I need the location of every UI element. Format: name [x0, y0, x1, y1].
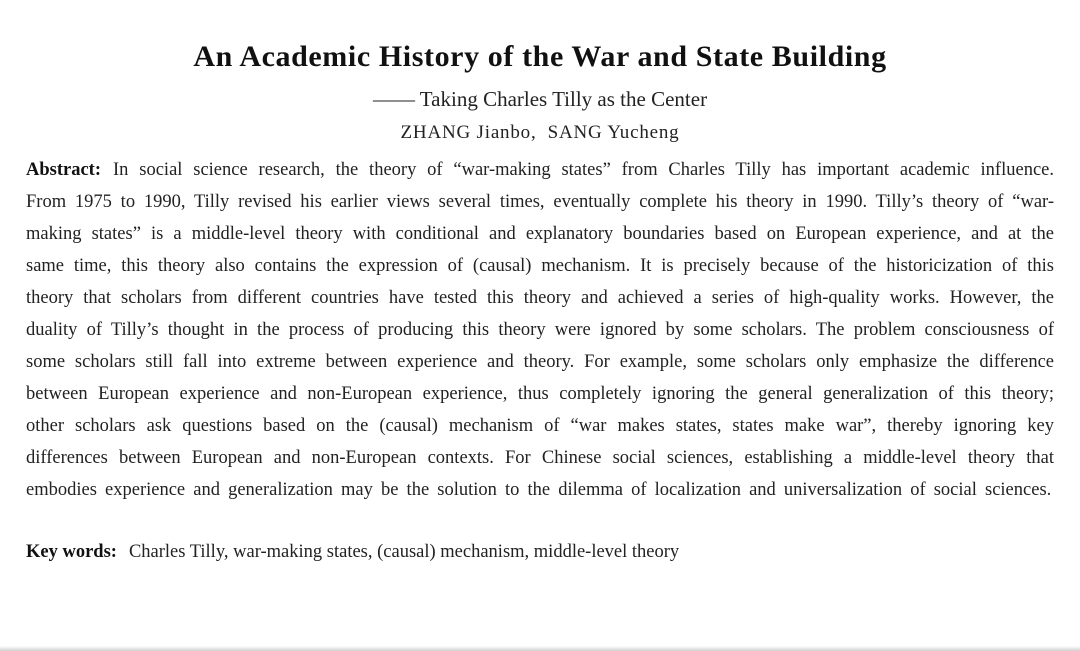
keywords-label: Key words:: [26, 542, 117, 562]
keywords-paragraph: Key words: Charles Tilly, war-making stat…: [26, 538, 1054, 566]
abstract-paragraph: Abstract: In social science research, the…: [26, 154, 1054, 506]
abstract-label: Abstract:: [26, 160, 102, 180]
abstract-text: In social science research, the theory o…: [26, 160, 1054, 500]
paper-title: An Academic History of the War and State…: [193, 40, 887, 73]
bottom-page-cutoff-shadow: [0, 646, 1080, 651]
paper-subtitle: —— Taking Charles Tilly as the Center: [372, 87, 708, 111]
keywords-text: Charles Tilly, war-making states, (causa…: [128, 542, 680, 562]
paper-authors: ZHANG Jianbo, SANG Yucheng: [400, 122, 680, 143]
